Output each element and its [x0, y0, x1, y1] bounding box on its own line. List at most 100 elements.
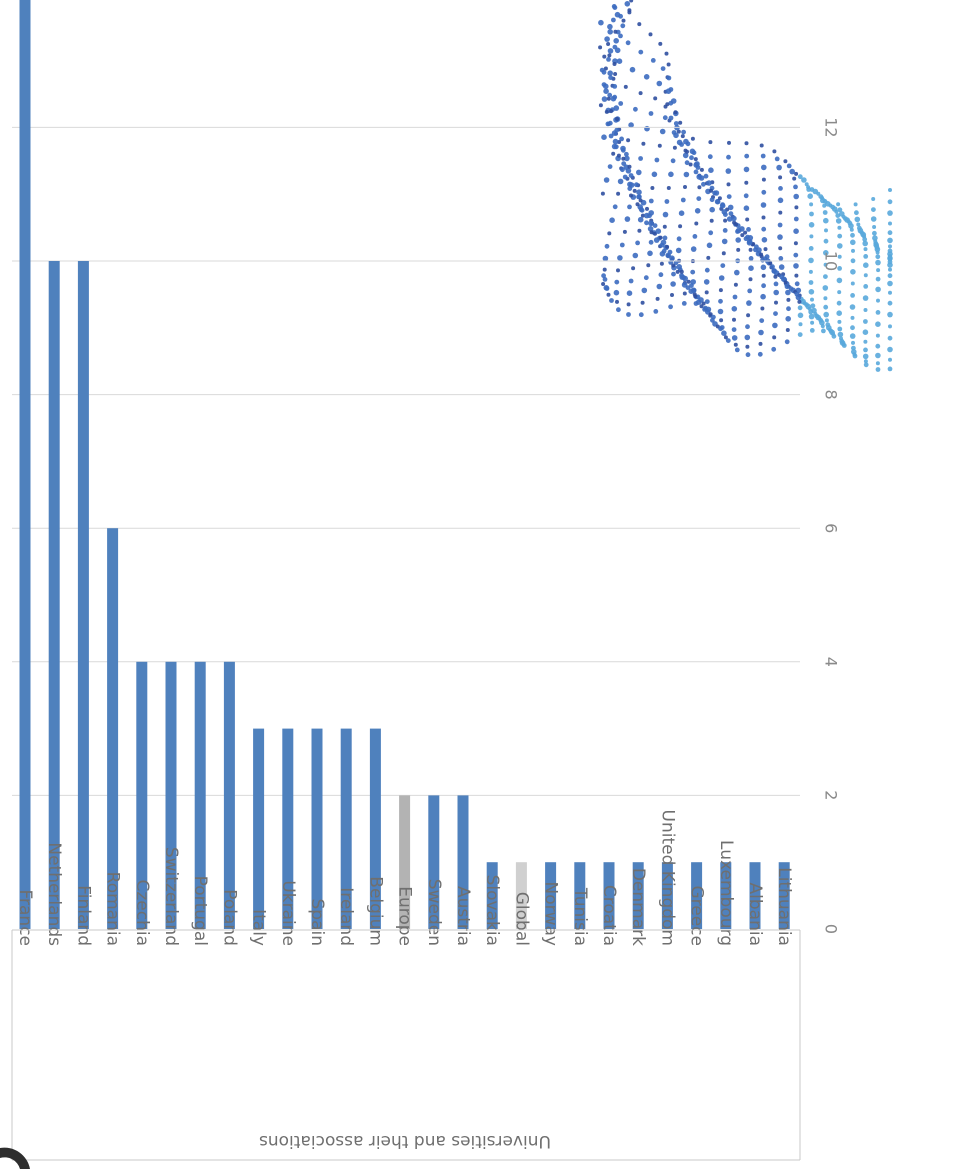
globe-dot [723, 218, 728, 223]
globe-dot [607, 23, 613, 30]
globe-dot [673, 110, 678, 115]
globe-dot [809, 202, 814, 207]
globe-dot [871, 197, 876, 201]
globe-dot [640, 300, 645, 305]
globe-dot [653, 231, 657, 236]
globe-dot [673, 121, 679, 126]
globe-dot [748, 265, 754, 272]
globe-dot [664, 51, 669, 56]
globe-dot [697, 185, 702, 190]
category-label: Slovakia [482, 875, 502, 946]
globe-dot [760, 306, 765, 311]
globe-dot [743, 166, 750, 173]
globe-dot [795, 294, 802, 301]
category-label: United Kingdom [657, 810, 677, 946]
globe-dot [875, 367, 881, 372]
globe-dot [876, 298, 880, 303]
bar [632, 862, 644, 929]
globe-dot [778, 246, 783, 251]
value-axis-ticks: 0 2 4 6 8 10 12 [822, 117, 841, 934]
globe-dot [606, 42, 611, 46]
globe-dot [601, 282, 606, 286]
globe-dot [822, 210, 828, 215]
globe-dot [692, 234, 698, 239]
globe-dot [863, 284, 869, 289]
globe-dot [670, 293, 674, 297]
globe-dot [619, 242, 625, 248]
globe-dot [670, 281, 676, 287]
category-label: Norway [541, 882, 561, 947]
globe-dot [678, 120, 683, 125]
globe-dot [837, 290, 842, 295]
globe-dot [819, 319, 825, 326]
globe-dot [862, 295, 869, 301]
globe-dot [808, 257, 814, 264]
globe-dot [809, 211, 814, 217]
globe-dot [870, 216, 877, 222]
globe-dot [863, 359, 868, 364]
globe-dot [704, 290, 709, 295]
globe-dot [820, 324, 825, 329]
globe-dot [637, 194, 642, 200]
globe-dot [638, 49, 644, 55]
category-label: Luxembourg [716, 840, 736, 946]
globe-dot [662, 224, 667, 229]
globe-dot [648, 220, 654, 227]
globe-dot [637, 22, 642, 27]
globe-dot [603, 88, 609, 94]
globe-dot [715, 199, 721, 205]
globe-dot [837, 233, 843, 239]
globe-dot [709, 188, 713, 193]
globe-dot [621, 156, 626, 161]
globe-dot [875, 352, 881, 359]
bar [48, 261, 60, 929]
globe-dot [746, 240, 753, 246]
globe-dot [836, 202, 841, 207]
bar [515, 862, 527, 929]
tick-label: 10 [822, 251, 841, 271]
globe-dot [703, 305, 708, 311]
bar [486, 862, 498, 929]
globe-dot [650, 58, 656, 63]
globe-dot [620, 23, 626, 29]
globe-dot [888, 188, 892, 192]
category-label: France [15, 889, 35, 946]
globe-dot [887, 262, 893, 268]
globe-dot [745, 344, 750, 349]
globe-dot [717, 196, 722, 201]
globe-dot [748, 277, 753, 282]
globe-dot [666, 62, 671, 67]
bar [340, 728, 352, 929]
globe-dot [862, 240, 868, 247]
globe-dot [690, 269, 696, 275]
globe-dot [727, 204, 734, 211]
category-label: Romania [103, 872, 123, 946]
category-axis-labels: France Netherlands Finland Romania Czechia Sw… [15, 810, 794, 947]
globe-dot [683, 185, 687, 189]
globe-dot [680, 197, 686, 203]
globe-dot [888, 244, 892, 249]
bar [311, 728, 323, 929]
globe-dot [604, 286, 610, 291]
globe-dot [598, 19, 604, 26]
globe-dot [655, 228, 662, 234]
globe-dot [605, 121, 611, 127]
globe-dot [797, 312, 804, 319]
globe-dot [854, 216, 861, 223]
globe-dot [871, 207, 876, 213]
globe-dot [823, 296, 828, 301]
globe-dot [658, 235, 663, 240]
globe-dot [613, 29, 618, 34]
globe-dot [709, 218, 714, 223]
globe-dot [777, 197, 784, 204]
globe-dot [609, 109, 614, 114]
globe-dot [727, 140, 731, 145]
globe-dot [789, 168, 795, 175]
globe-dot [734, 347, 740, 353]
globe-dot [728, 211, 734, 217]
globe-dot [641, 141, 646, 146]
globe-dot [622, 174, 628, 180]
globe-dot [743, 193, 749, 199]
globe-dot [641, 287, 648, 294]
